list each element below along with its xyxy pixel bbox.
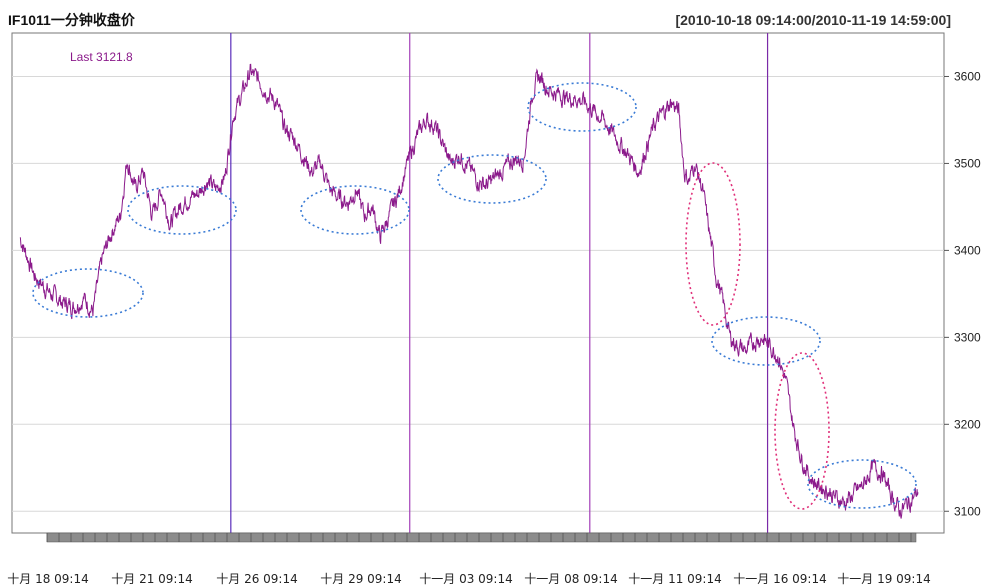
blue-annotation-ellipse <box>527 82 637 132</box>
y-tick-label: 3100 <box>954 504 981 518</box>
blue-annotation-ellipse <box>807 459 917 509</box>
y-tick-label: 3400 <box>954 243 981 257</box>
y-tick-label: 3600 <box>954 69 981 83</box>
blue-annotation-ellipse <box>300 185 410 235</box>
chart-title: IF1011一分钟收盘价 <box>8 12 136 28</box>
x-axis: 十月 18 09:14 十月 21 09:14 十月 26 09:14 十月 29 0… <box>7 572 930 586</box>
x-tick-label: 十月 29 09:14 <box>320 572 401 586</box>
blue-annotation-ellipse <box>437 154 547 204</box>
last-price-label: Last 3121.8 <box>70 50 133 64</box>
x-tick-label: 十月 26 09:14 <box>216 572 297 586</box>
date-range: [2010-10-18 09:14:00/2010-11-19 14:59:00… <box>675 12 951 28</box>
y-axis: 3100 3200 3300 3400 3500 3600 <box>944 69 981 518</box>
plot-frame <box>11 32 945 534</box>
x-tick-label: 十一月 19 09:14 <box>837 572 930 586</box>
price-series <box>19 63 919 519</box>
x-tick-label: 十月 18 09:14 <box>7 572 88 586</box>
session-separators <box>230 33 769 533</box>
x-tick-label: 十一月 11 09:14 <box>628 572 721 586</box>
y-tick-label: 3200 <box>954 417 981 431</box>
x-tick-label: 十一月 03 09:14 <box>419 572 512 586</box>
blue-annotation-ellipse <box>127 185 237 235</box>
x-tick-label: 十月 21 09:14 <box>111 572 192 586</box>
blue-annotation-ellipse <box>711 316 821 366</box>
annotation-ellipses <box>32 82 917 510</box>
y-tick-label: 3500 <box>954 156 981 170</box>
plot-area: Last 3121.8 <box>11 32 945 534</box>
pink-annotation-ellipse <box>774 352 830 510</box>
blue-annotation-ellipse <box>32 268 144 318</box>
time-ruler-bar <box>46 532 917 543</box>
y-tick-label: 3300 <box>954 330 981 344</box>
y-gridlines <box>12 75 944 512</box>
x-tick-label: 十一月 08 09:14 <box>524 572 617 586</box>
pink-annotation-ellipse <box>685 162 741 326</box>
price-line <box>19 63 919 519</box>
x-tick-label: 十一月 16 09:14 <box>733 572 826 586</box>
x-ruler <box>46 532 917 543</box>
